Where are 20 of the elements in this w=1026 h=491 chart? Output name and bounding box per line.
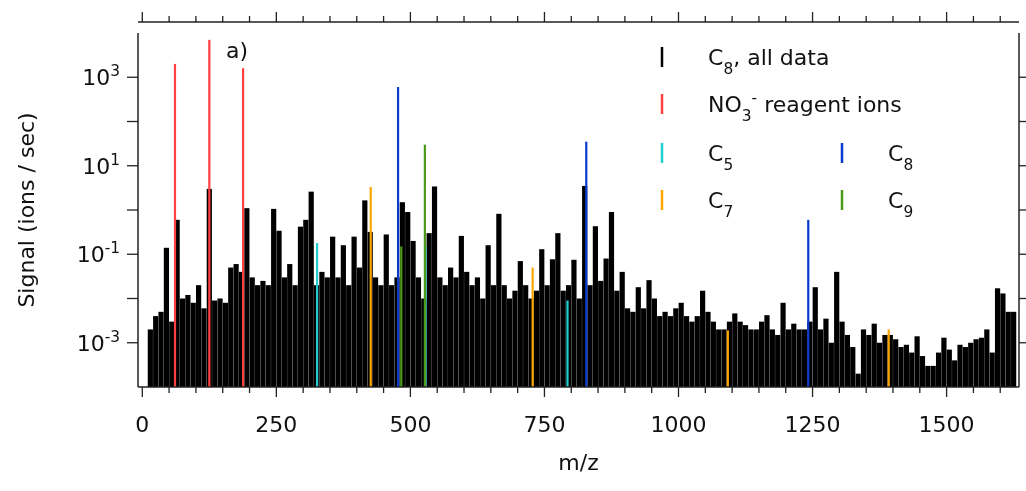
x-tick-label: 1500	[918, 412, 975, 437]
x-tick-label: 1250	[784, 412, 841, 437]
legend-label: C$_{8}$	[888, 141, 914, 174]
y-tick-label: 10$^{3}$	[82, 62, 120, 91]
x-axis-title: m/z	[558, 450, 599, 475]
y-tick-label: 10$^{-3}$	[76, 327, 120, 356]
y-tick-label: 10$^{1}$	[82, 150, 120, 179]
legend-label: C$_{9}$	[888, 188, 914, 221]
x-tick-label: 750	[523, 412, 566, 437]
y-axis-title: Signal (ions / sec)	[14, 112, 39, 308]
y-tick-label: 10$^{-1}$	[76, 239, 120, 268]
x-tick-label: 250	[255, 412, 298, 437]
x-tick-label: 500	[389, 412, 432, 437]
x-tick-label: 1000	[650, 412, 707, 437]
legend-label: C$_{8}$, all data	[708, 45, 830, 78]
legend-label: NO$_{3}$$^{-}$ reagent ions	[708, 89, 902, 125]
legend-label: C$_{5}$	[708, 141, 734, 174]
legend-label: C$_{7}$	[708, 188, 734, 221]
annotation: a)	[226, 38, 249, 63]
x-tick-label: 0	[135, 412, 150, 437]
